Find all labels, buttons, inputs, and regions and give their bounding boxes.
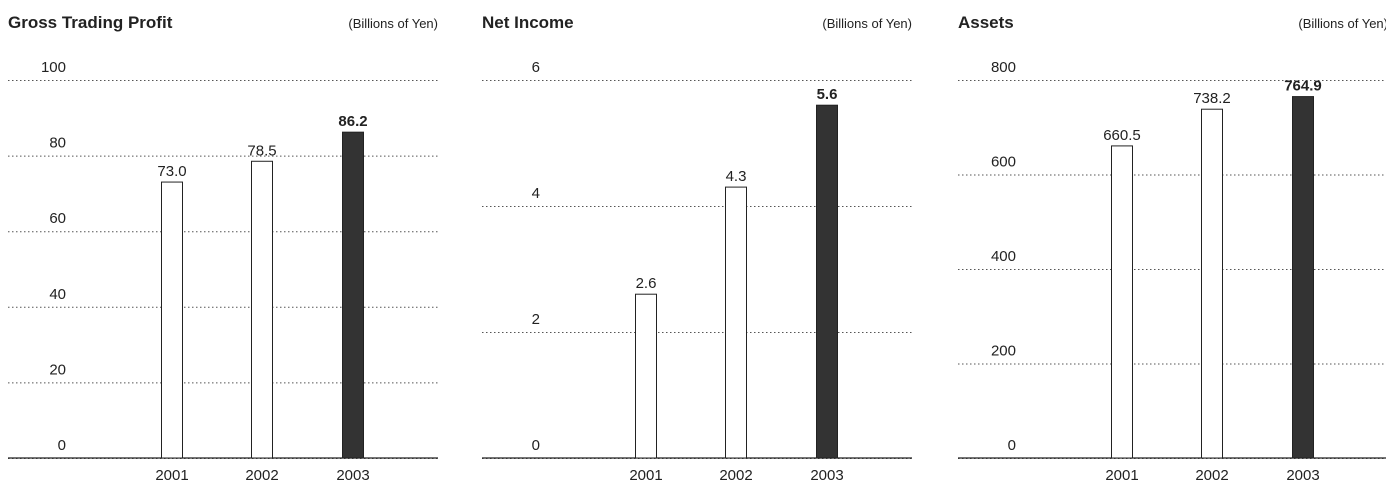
- bar: [161, 181, 183, 459]
- chart-subtitle: (Billions of Yen): [1298, 16, 1386, 31]
- y-tick-label: 40: [49, 286, 66, 303]
- x-tick-label: 2002: [245, 467, 278, 484]
- x-tick-label: 2002: [1195, 467, 1228, 484]
- value-label: 86.2: [338, 113, 367, 130]
- y-tick-label: 20: [49, 361, 66, 378]
- y-tick-label: 6: [532, 59, 540, 76]
- x-tick-label: 2001: [155, 467, 188, 484]
- value-label: 660.5: [1103, 127, 1141, 144]
- value-label: 4.3: [726, 168, 747, 185]
- y-tick-label: 0: [58, 437, 66, 454]
- chart-subtitle: (Billions of Yen): [348, 16, 438, 31]
- x-tick-label: 2003: [810, 467, 843, 484]
- y-tick-label: 200: [991, 343, 1016, 360]
- value-label: 78.5: [247, 142, 276, 159]
- chart-title: Assets: [958, 13, 1014, 32]
- value-label: 73.0: [157, 163, 186, 180]
- bar: [635, 293, 657, 459]
- y-tick-label: 60: [49, 210, 66, 227]
- bar: [816, 104, 838, 459]
- y-tick-label: 100: [41, 59, 66, 76]
- y-tick-label: 4: [532, 185, 540, 202]
- bar: [251, 160, 273, 459]
- y-tick-label: 400: [991, 248, 1016, 265]
- y-tick-label: 0: [1008, 437, 1016, 454]
- value-label: 738.2: [1193, 90, 1231, 107]
- x-tick-label: 2003: [1286, 467, 1319, 484]
- x-tick-label: 2002: [719, 467, 752, 484]
- bar: [1111, 145, 1133, 459]
- chart-title: Gross Trading Profit: [8, 13, 173, 32]
- y-tick-label: 2: [532, 311, 540, 328]
- y-tick-label: 80: [49, 135, 66, 152]
- bar: [725, 186, 747, 459]
- chart-title: Net Income: [482, 13, 574, 32]
- value-label: 2.6: [636, 275, 657, 292]
- x-tick-label: 2003: [336, 467, 369, 484]
- y-tick-label: 800: [991, 59, 1016, 76]
- value-label: 764.9: [1284, 78, 1322, 95]
- bar: [342, 131, 364, 459]
- y-tick-label: 0: [532, 437, 540, 454]
- bar: [1292, 96, 1314, 459]
- chart-subtitle: (Billions of Yen): [822, 16, 912, 31]
- y-tick-label: 600: [991, 154, 1016, 171]
- bar: [1201, 108, 1223, 459]
- x-tick-label: 2001: [1105, 467, 1138, 484]
- value-label: 5.6: [817, 86, 838, 103]
- x-tick-label: 2001: [629, 467, 662, 484]
